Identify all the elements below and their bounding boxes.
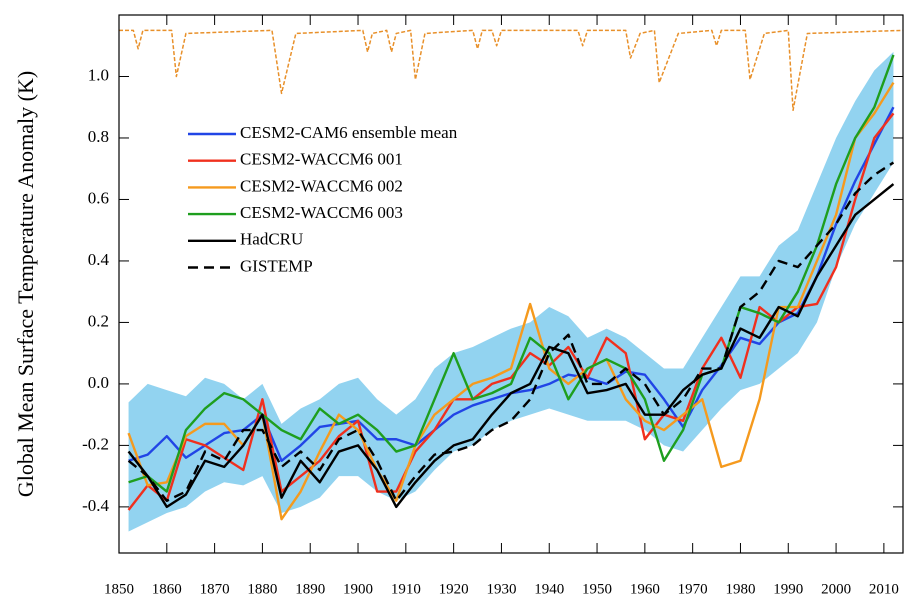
x-tick-label: 1890 [295,581,325,597]
series-line [127,183,895,509]
legend-label: CESM2-WACCM6 002 [240,176,403,195]
x-tick-label: 1930 [486,581,516,597]
x-tick-label: 1860 [152,581,182,597]
legend-label: CESM2-WACCM6 001 [240,150,403,169]
x-tick-label: 1850 [104,581,134,597]
y-tick-label: 0.0 [88,373,109,392]
forcing-line [119,29,904,112]
y-tick-label: 1.0 [88,65,109,84]
legend-label: CESM2-CAM6 ensemble mean [240,123,458,142]
x-tick-label: 1960 [630,581,660,597]
y-tick-label: -0.2 [82,434,109,453]
x-tick-label: 1870 [200,581,230,597]
legend-label: GISTEMP [240,256,313,275]
x-tick-label: 1940 [534,581,564,597]
series-line [127,161,895,502]
x-tick-label: 1920 [439,581,469,597]
spread-band [128,51,894,532]
y-tick-label: 0.2 [88,311,109,330]
x-tick-label: 1950 [582,581,612,597]
x-tick-label: 1880 [247,581,277,597]
x-tick-label: 1910 [391,581,421,597]
y-tick-label: 0.8 [88,127,109,146]
x-tick-label: 2000 [821,581,851,597]
x-tick-label: 1970 [678,581,708,597]
x-tick-label: 1980 [725,581,755,597]
plot-frame [118,14,904,554]
x-tick-label: 2010 [869,581,899,597]
y-tick-label: 0.6 [88,188,109,207]
x-tick-label: 1990 [773,581,803,597]
legend-label: HadCRU [240,230,303,249]
y-axis-label: Global Mean Surface Temperature Anomaly … [13,71,38,497]
legend-label: CESM2-WACCM6 003 [240,203,403,222]
y-tick-label: 0.4 [88,250,110,269]
x-tick-label: 1900 [343,581,373,597]
y-tick-label: -0.4 [82,496,109,515]
series-line [128,54,895,493]
